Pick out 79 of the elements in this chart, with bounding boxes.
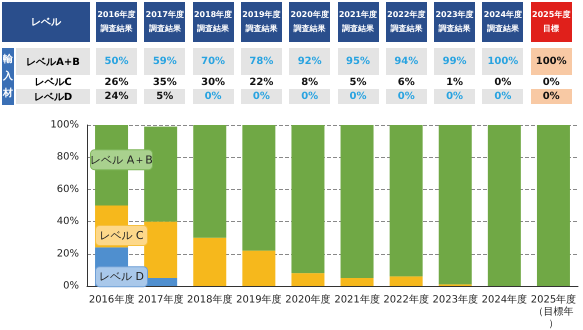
text: 2023年度調査結果 [434,2,476,42]
x-tick-label: 2024年度 [482,294,528,306]
data-label: 70% [192,48,234,75]
data-label: 5% [144,89,186,104]
y-tick-label: 0% [63,280,79,292]
y-tick-label: 80% [56,152,79,163]
data-label: 0% [493,76,512,89]
text: レベルC [33,76,73,89]
x-tick-label: 2025年度（目標年） [530,294,576,330]
x-tick-label: 2022年度 [383,294,429,306]
data-label: 30% [200,76,226,89]
bar [193,125,226,238]
text: 2019年度調査結果 [240,2,282,42]
bar [438,125,472,284]
x-tick-label: 2017年度 [138,294,184,306]
text: レベルD [16,89,90,104]
data-label: 78% [240,48,282,75]
text: レベル [2,2,90,42]
bar [536,125,570,286]
bar [390,125,423,276]
bar [340,125,374,278]
data-label: 0% [482,89,524,104]
text: 2016年度調査結果 [96,2,137,42]
text: 2022年度調査結果 [386,2,427,42]
text: 2021年度調査結果 [338,2,378,42]
x-tick-label: 2021年度 [334,294,380,306]
data-label: 6% [396,76,416,89]
x-tick-label: 2016年度 [88,294,134,306]
text: レベルA+B [16,48,90,75]
data-label: 0% [192,89,234,104]
data-label: 24% [96,89,137,104]
data-label: 0% [338,89,378,104]
data-label: 0% [240,89,282,104]
x-tick-label: 2019年度 [236,294,282,306]
text: 2024年度調査結果 [482,2,524,42]
series-label: レベル D [99,270,144,284]
bar [291,273,324,286]
data-label: 0% [289,89,330,104]
text: 2025年度目標 [530,2,572,42]
data-label: 0% [386,89,427,104]
x-tick-label: 2020年度 [285,294,331,306]
data-label: 99% [434,48,476,75]
bar [144,222,178,278]
data-label: 0% [530,89,572,104]
text: 2017年度調査結果 [144,2,186,42]
y-tick-label: 20% [56,248,79,260]
data-label: 0% [542,76,561,89]
data-label: 50% [96,48,137,75]
data-label: 1% [445,76,464,89]
text: 輸入材 [2,48,14,105]
y-tick-label: 60% [56,184,79,195]
bar [242,125,276,251]
data-label: 8% [300,76,320,89]
data-label: 35% [152,76,178,89]
bar [390,276,423,286]
data-label: 22% [248,76,274,89]
data-label: 100% [482,48,524,75]
data-label: 100% [530,48,572,75]
bar [488,125,521,286]
data-label: 95% [338,48,378,75]
data-label: 59% [144,48,186,75]
text: 2020年度調査結果 [289,2,330,42]
x-tick-label: 2018年度 [187,294,232,306]
bar [291,125,324,274]
bar [340,278,374,286]
data-label: 5% [348,76,368,89]
x-tick-label: 2023年度 [432,294,478,306]
text: 2018年度調査結果 [192,2,234,42]
bar [193,238,226,286]
data-label: 0% [434,89,476,104]
y-tick-label: 100% [50,120,79,130]
y-tick-label: 40% [56,216,79,228]
bar [242,250,276,286]
data-label: 94% [386,48,427,75]
series-label: レベル A＋B [90,153,153,166]
data-label: 26% [104,76,130,89]
data-label: 92% [289,48,330,75]
bar [144,126,178,222]
series-label: レベル C [99,228,144,242]
